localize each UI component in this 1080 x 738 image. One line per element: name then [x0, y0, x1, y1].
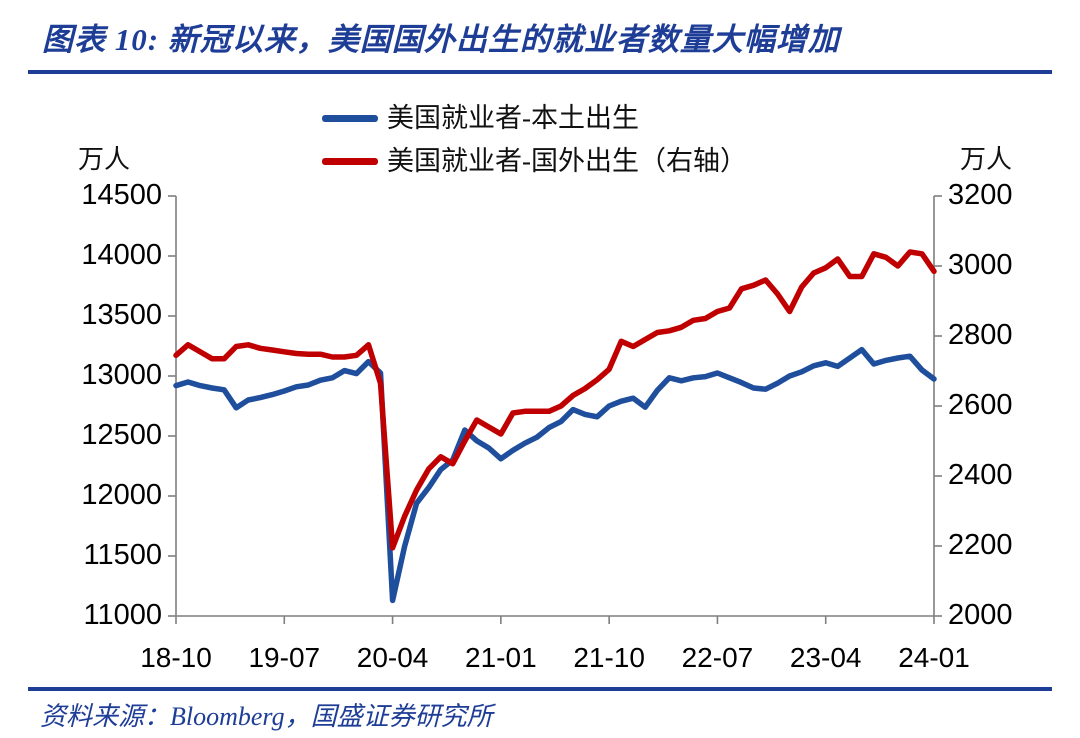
x-axis-tick-label: 20-04 — [356, 642, 429, 673]
source-note: 资料来源：Bloomberg，国盛证券研究所 — [40, 702, 493, 731]
right-axis-unit-label: 万人 — [960, 145, 1013, 174]
x-axis-tick-label: 24-01 — [898, 642, 970, 673]
left-axis-tick-label: 14500 — [81, 178, 162, 211]
right-axis-tick-label: 2200 — [948, 528, 1013, 561]
left-axis-tick-label: 11500 — [83, 538, 163, 571]
right-axis-tick-label: 2000 — [948, 598, 1013, 631]
right-axis-tick-label: 2400 — [948, 458, 1013, 491]
x-axis-tick-label: 21-01 — [465, 642, 537, 673]
left-axis-tick-label: 13500 — [81, 298, 162, 331]
left-axis-unit-label: 万人 — [78, 145, 131, 174]
left-axis-tick-label: 12000 — [81, 478, 162, 511]
x-axis-tick-label: 21-10 — [573, 642, 645, 673]
left-axis-tick-label: 14000 — [81, 238, 162, 271]
legend-swatch-foreign-icon — [322, 157, 378, 165]
right-axis-tick-label: 2800 — [948, 318, 1013, 351]
right-axis-tick-label: 2600 — [948, 388, 1013, 421]
right-axis-tick-label: 3000 — [948, 248, 1013, 281]
series-line-foreign — [173, 249, 937, 551]
x-axis-tick-label: 19-07 — [248, 642, 321, 673]
legend-item-foreign: 美国就业者-国外出生（右轴） — [322, 144, 747, 178]
right-axis-tick-label: 3200 — [948, 178, 1013, 211]
left-axis-tick-label: 11000 — [83, 598, 163, 631]
chart-title: 图表 10: 新冠以来，美国国外出生的就业者数量大幅增加 — [42, 22, 840, 57]
legend-label-foreign: 美国就业者-国外出生（右轴） — [387, 146, 747, 176]
left-axis-tick-label: 12500 — [81, 418, 162, 451]
left-axis-tick-label: 13000 — [81, 358, 162, 391]
x-axis-tick-label: 18-10 — [140, 642, 212, 673]
legend-swatch-native-icon — [322, 114, 378, 122]
x-axis-tick-label: 22-07 — [681, 642, 754, 673]
title-divider — [28, 70, 1052, 74]
x-axis-tick-label: 23-04 — [789, 642, 862, 673]
legend-label-native: 美国就业者-本土出生 — [387, 103, 639, 133]
footer-divider — [28, 687, 1052, 691]
series-line-native — [173, 346, 937, 604]
legend-item-native: 美国就业者-本土出生 — [322, 101, 639, 135]
